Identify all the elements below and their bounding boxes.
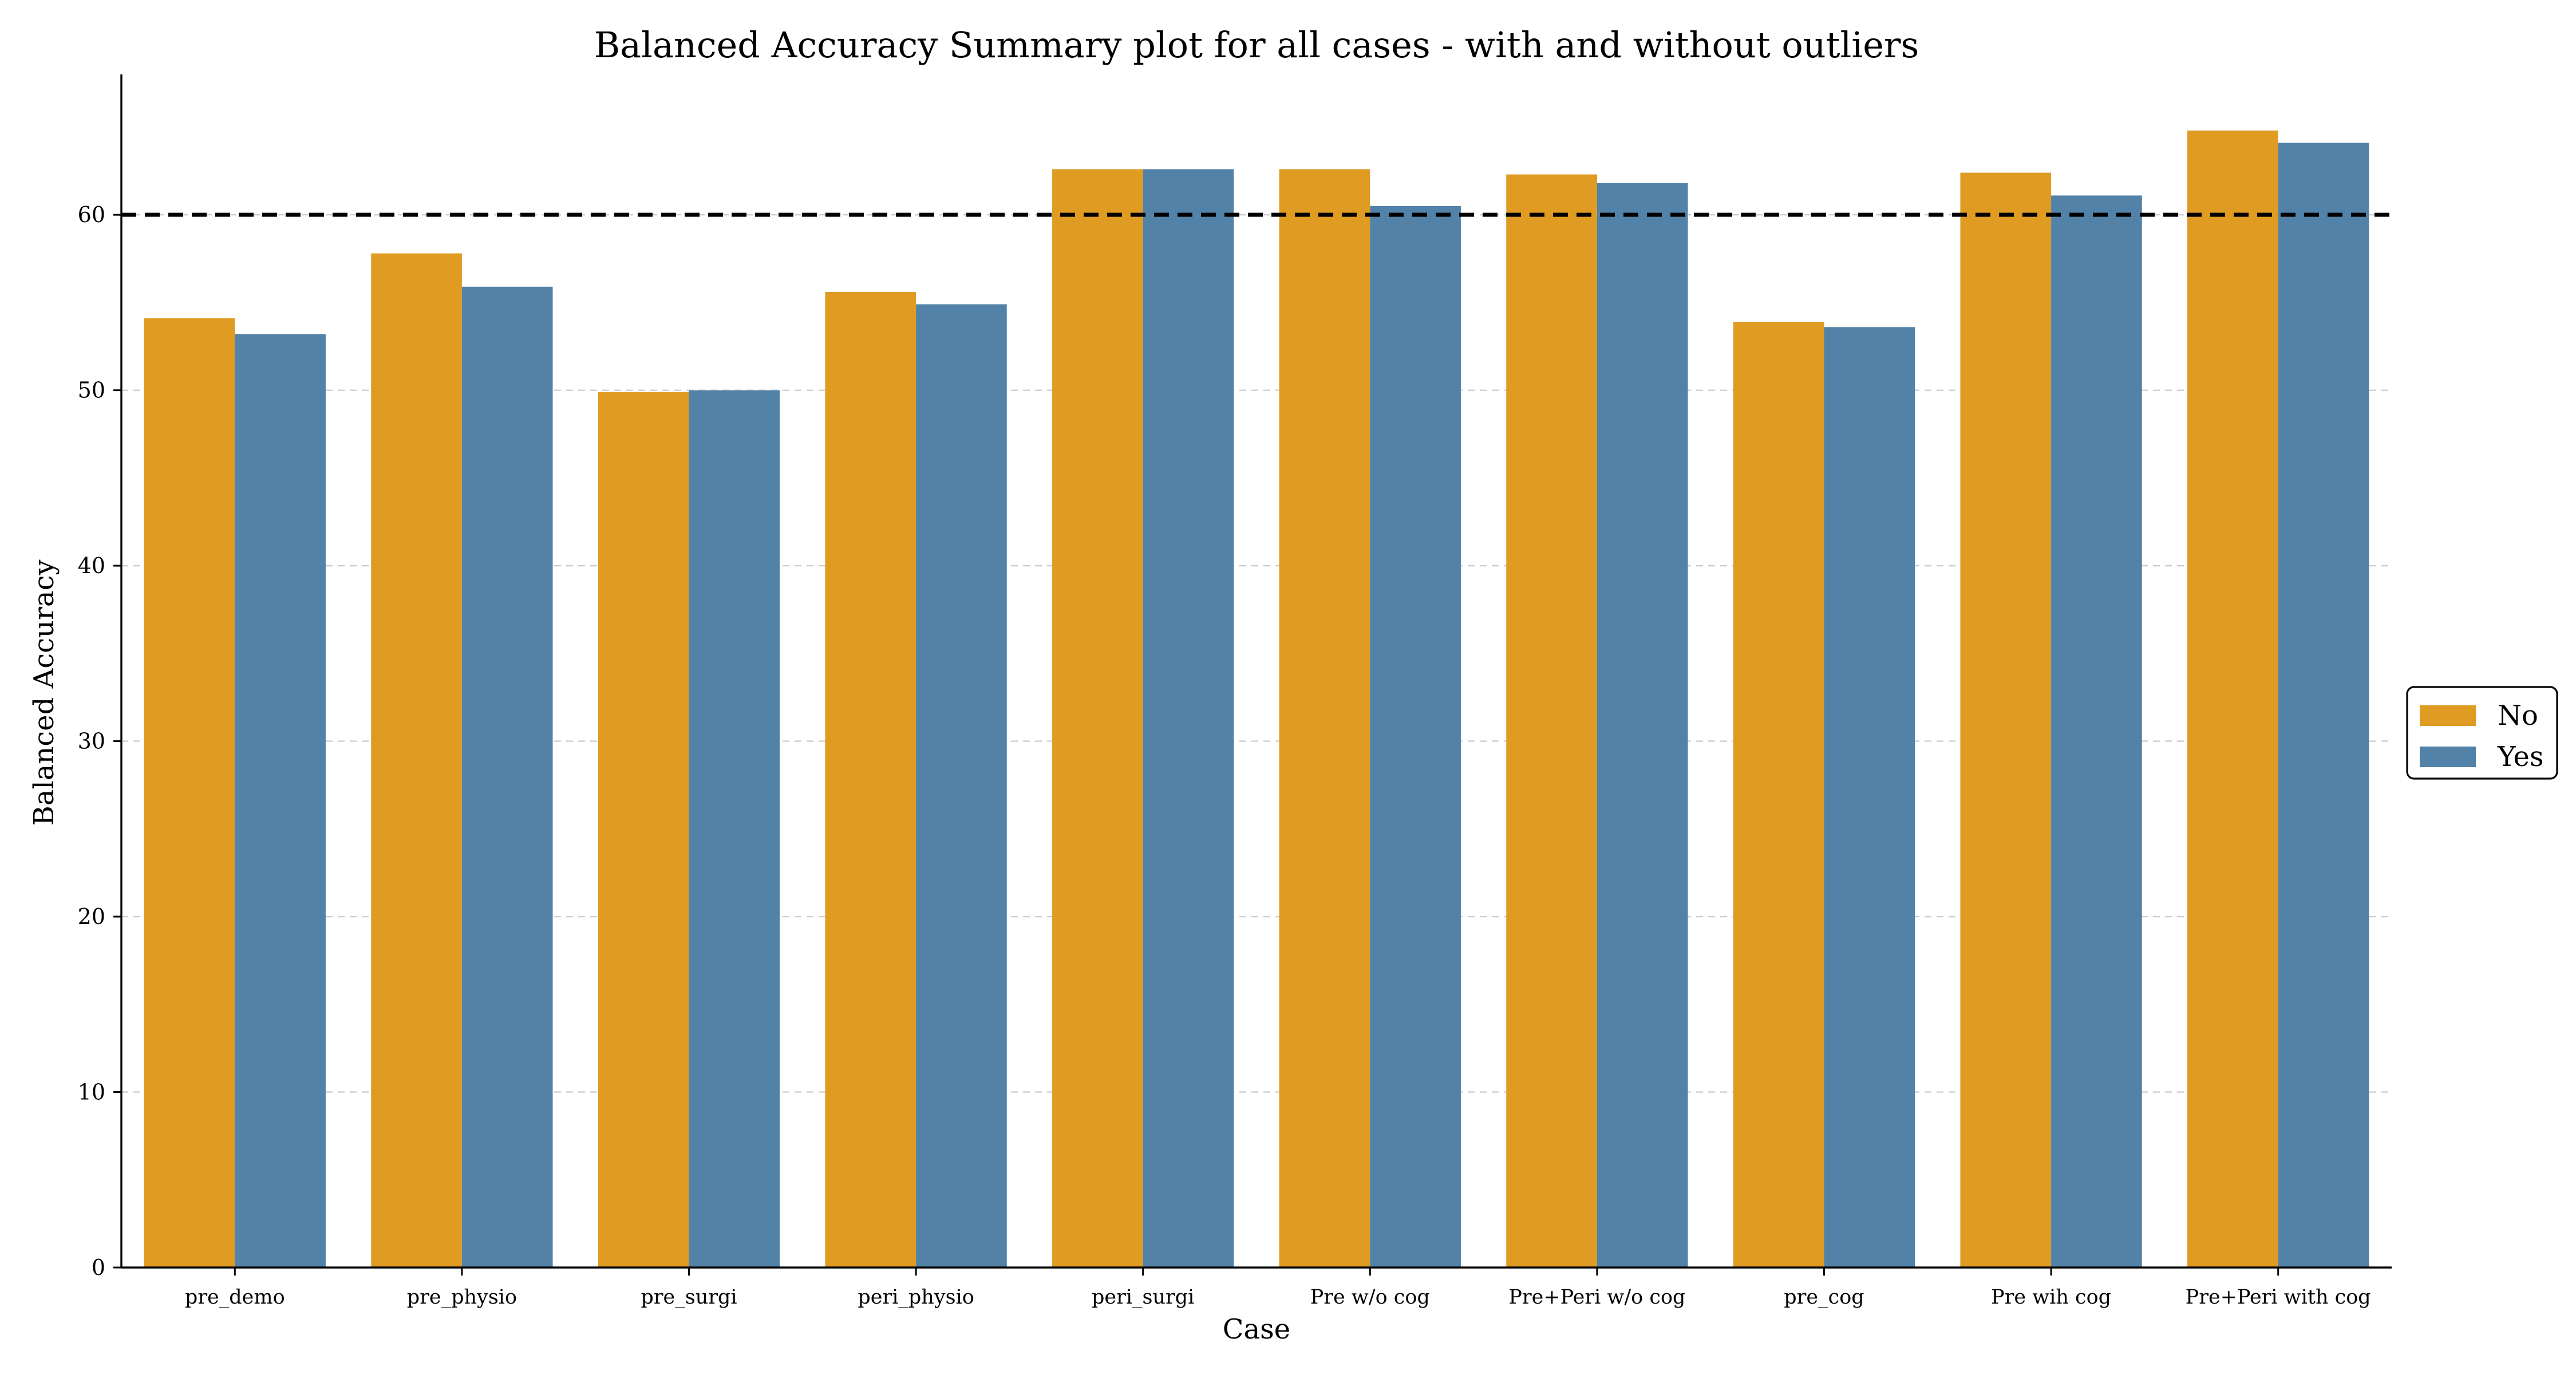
- bar-yes-7: [1824, 327, 1915, 1268]
- x-tick-label: Pre wih cog: [1991, 1286, 2111, 1309]
- x-tick-label: pre_cog: [1784, 1286, 1864, 1309]
- bars: [144, 131, 2369, 1268]
- bar-no-0: [144, 318, 235, 1268]
- bar-no-4: [1052, 169, 1143, 1268]
- x-tick-label: Pre+Peri w/o cog: [1508, 1286, 1685, 1309]
- legend-label-yes: Yes: [2497, 741, 2544, 773]
- bar-yes-3: [916, 304, 1007, 1268]
- bar-yes-0: [235, 334, 326, 1268]
- bar-yes-8: [2051, 195, 2142, 1268]
- bar-yes-6: [1597, 183, 1688, 1268]
- bar-yes-2: [689, 390, 780, 1268]
- y-axis-label: Balanced Accuracy: [28, 560, 60, 826]
- y-tick-label: 60: [78, 202, 105, 227]
- bar-no-5: [1279, 169, 1370, 1268]
- legend-swatch-no: [2420, 705, 2476, 726]
- axes: [120, 74, 2392, 1269]
- bar-no-2: [598, 392, 689, 1268]
- x-tick-label: Pre w/o cog: [1310, 1286, 1430, 1309]
- y-tick-label: 30: [78, 729, 105, 754]
- y-tick-label: 40: [78, 553, 105, 578]
- bar-yes-1: [461, 286, 553, 1268]
- bar-no-7: [1733, 322, 1824, 1268]
- y-ticks: 0 10 20 30 40 50 60: [78, 202, 121, 1280]
- x-ticks: pre_demo pre_physio pre_surgi peri_physio pe…: [185, 1268, 2371, 1309]
- legend-swatch-yes: [2420, 747, 2476, 767]
- y-tick-label: 10: [78, 1080, 105, 1105]
- x-tick-label: pre_physio: [407, 1286, 517, 1309]
- bar-no-1: [371, 253, 462, 1268]
- legend-label-no: No: [2498, 700, 2538, 732]
- bar-yes-5: [1370, 206, 1461, 1268]
- bar-no-3: [825, 292, 916, 1268]
- bar-no-9: [2187, 131, 2278, 1268]
- y-tick-label: 0: [92, 1255, 105, 1280]
- x-tick-label: Pre+Peri with cog: [2186, 1286, 2371, 1309]
- x-tick-label: peri_surgi: [1092, 1286, 1194, 1309]
- x-tick-label: peri_physio: [858, 1286, 974, 1309]
- bar-yes-9: [2278, 143, 2369, 1268]
- y-tick-label: 50: [78, 378, 105, 403]
- bar-no-8: [1960, 172, 2052, 1268]
- x-tick-label: pre_surgi: [641, 1286, 737, 1309]
- x-tick-label: pre_demo: [185, 1286, 285, 1309]
- chart-title: Balanced Accuracy Summary plot for all c…: [594, 24, 1919, 66]
- x-axis-label: Case: [1223, 1313, 1290, 1345]
- legend: No Yes: [2406, 686, 2558, 780]
- y-tick-label: 20: [78, 904, 105, 929]
- bar-yes-4: [1143, 169, 1234, 1268]
- bar-no-6: [1506, 174, 1597, 1268]
